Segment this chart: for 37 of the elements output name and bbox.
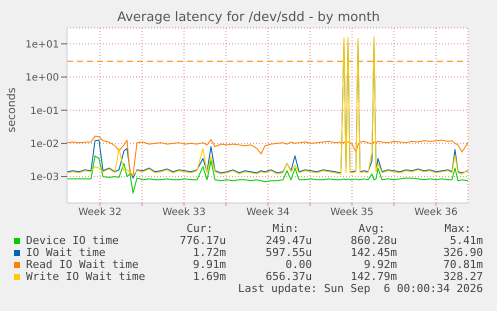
text: 9.91m — [192, 258, 226, 271]
y-tick-label: 1e+00 — [25, 72, 59, 84]
y-tick-label: 1e+01 — [25, 39, 59, 50]
y-tick-label: 1e-01 — [30, 106, 59, 117]
text: Last update: Sun Sep 6 00:00:34 2026 — [238, 282, 483, 295]
text: 142.45m — [350, 246, 397, 259]
text: Max: — [444, 222, 471, 235]
x-tick-label: Week 36 — [414, 207, 458, 218]
text: 860.28u — [350, 234, 397, 247]
legend-label: Read IO Wait time — [26, 258, 139, 271]
y-tick-label: 1e-02 — [30, 138, 59, 150]
text: 656.37u — [266, 270, 312, 283]
text: 328.27 — [443, 270, 483, 283]
text: 0.00 — [286, 258, 312, 271]
text: 776.17u — [180, 234, 226, 247]
text: 5.41m — [450, 234, 483, 247]
legend-label: Device IO time — [26, 234, 119, 247]
text: Min: — [272, 222, 299, 235]
x-tick-label: Week 35 — [330, 207, 374, 218]
text: Cur: — [186, 222, 213, 235]
text: 1.69m — [192, 270, 226, 283]
legend-label: IO Wait time — [26, 246, 106, 259]
text: 326.90 — [443, 246, 483, 259]
chart-title: Average latency for /dev/sdd - by month — [116, 10, 381, 25]
y-tick-label: 1e-03 — [30, 172, 59, 184]
text: 1.72m — [192, 246, 226, 259]
y-axis-title: seconds — [5, 88, 19, 132]
text: 9.92m — [364, 258, 397, 271]
x-tick-label: Week 33 — [162, 207, 206, 218]
text: 70.81m — [443, 258, 483, 271]
legend-label: Write IO Wait time — [26, 270, 146, 283]
text: 597.55u — [266, 246, 312, 259]
x-tick-label: Week 32 — [78, 207, 122, 218]
x-tick-label: Week 34 — [246, 207, 290, 218]
text: 249.47u — [266, 234, 312, 247]
text: Avg: — [358, 222, 385, 235]
text: 142.79m — [350, 270, 397, 283]
